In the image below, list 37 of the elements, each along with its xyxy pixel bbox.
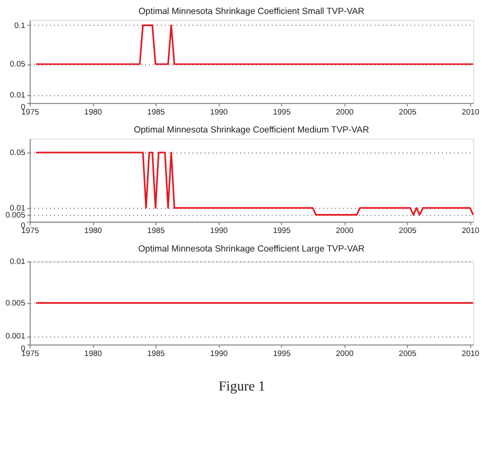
x-tick-label: 2010 <box>462 107 480 116</box>
x-tick-label: 1995 <box>273 107 292 116</box>
x-tick-label: 1995 <box>273 226 292 236</box>
x-tick-label: 1980 <box>84 107 102 116</box>
y-tick-label: 0.05 <box>10 148 26 157</box>
x-tick-label: 1985 <box>147 107 166 116</box>
y-tick-label: 0.005 <box>5 210 26 220</box>
x-tick-label: 1980 <box>84 226 102 236</box>
x-tick-label: 2000 <box>336 107 354 116</box>
x-tick-label: 2005 <box>398 348 417 358</box>
x-tick-label: 1980 <box>84 348 102 358</box>
x-tick-label: 1995 <box>273 348 292 358</box>
chart-title: Optimal Minnesota Shrinkage Coefficient Small TVP-VAR <box>138 6 365 16</box>
y-tick-label: 0.001 <box>5 332 26 341</box>
x-tick-label: 2005 <box>398 107 417 116</box>
x-tick-label: 2010 <box>462 348 480 358</box>
y-tick-label: 0.01 <box>10 90 26 100</box>
x-tick-label: 1975 <box>21 226 40 236</box>
y-tick-label: 0.005 <box>5 298 26 308</box>
y-tick-label: 0 <box>20 344 26 353</box>
x-tick-label: 1990 <box>210 348 228 358</box>
chart-title: Optimal Minnesota Shrinkage Coefficient Medium TVP-VAR <box>134 124 370 135</box>
x-tick-label: 1990 <box>210 226 228 236</box>
x-tick-label: 2000 <box>336 226 354 236</box>
x-tick-label: 2010 <box>462 226 480 236</box>
y-tick-label: 0.05 <box>10 60 26 69</box>
x-tick-label: 2000 <box>336 348 354 358</box>
y-tick-label: 0.1 <box>14 20 26 30</box>
caption: Figure 1 <box>218 378 266 394</box>
x-tick-label: 1985 <box>147 348 166 358</box>
y-tick-label: 0.01 <box>10 256 26 266</box>
chart-title: Optimal Minnesota Shrinkage Coefficient Large TVP-VAR <box>138 243 366 254</box>
x-tick-label: 1985 <box>147 226 166 236</box>
y-tick-label: 0 <box>20 102 26 112</box>
x-tick-label: 2005 <box>398 226 417 236</box>
x-tick-label: 1990 <box>210 107 228 116</box>
y-tick-label: 0.01 <box>10 203 26 212</box>
